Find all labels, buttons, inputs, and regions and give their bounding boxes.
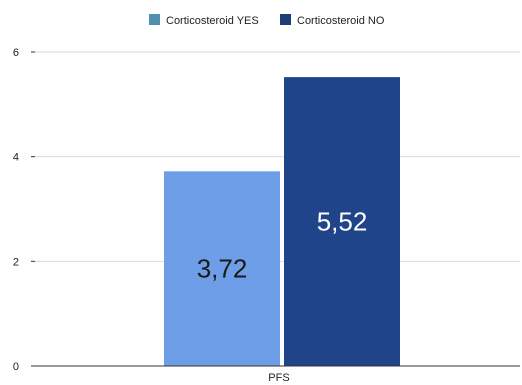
bar-value-label-corticosteroid-no: 5,52 bbox=[317, 207, 368, 237]
legend-label-corticosteroid-no: Corticosteroid NO bbox=[297, 15, 385, 27]
bars: 3,72 5,52 bbox=[164, 77, 400, 367]
y-tick-label-4: 4 bbox=[13, 152, 19, 164]
x-axis-category-label: PFS bbox=[268, 372, 289, 384]
y-tick-label-2: 2 bbox=[13, 256, 19, 268]
legend: Corticosteroid YES Corticosteroid NO bbox=[149, 14, 385, 27]
legend-swatch-corticosteroid-no bbox=[280, 14, 291, 25]
bar-corticosteroid-no bbox=[284, 77, 400, 367]
bar-value-label-corticosteroid-yes: 3,72 bbox=[197, 254, 248, 284]
y-tick-label-6: 6 bbox=[13, 47, 19, 59]
bar-corticosteroid-yes bbox=[164, 171, 280, 366]
y-axis-ticks: 0 2 4 6 bbox=[13, 47, 35, 373]
y-tick-label-0: 0 bbox=[13, 361, 19, 373]
legend-swatch-corticosteroid-yes bbox=[149, 14, 160, 25]
legend-label-corticosteroid-yes: Corticosteroid YES bbox=[166, 15, 259, 27]
